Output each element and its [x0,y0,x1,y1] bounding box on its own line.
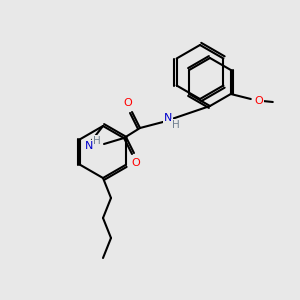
Text: O: O [124,98,132,108]
Text: O: O [132,158,140,168]
Text: H: H [93,136,101,146]
Text: O: O [254,96,263,106]
Text: N: N [85,141,93,151]
Text: N: N [164,113,172,123]
Text: H: H [172,120,180,130]
